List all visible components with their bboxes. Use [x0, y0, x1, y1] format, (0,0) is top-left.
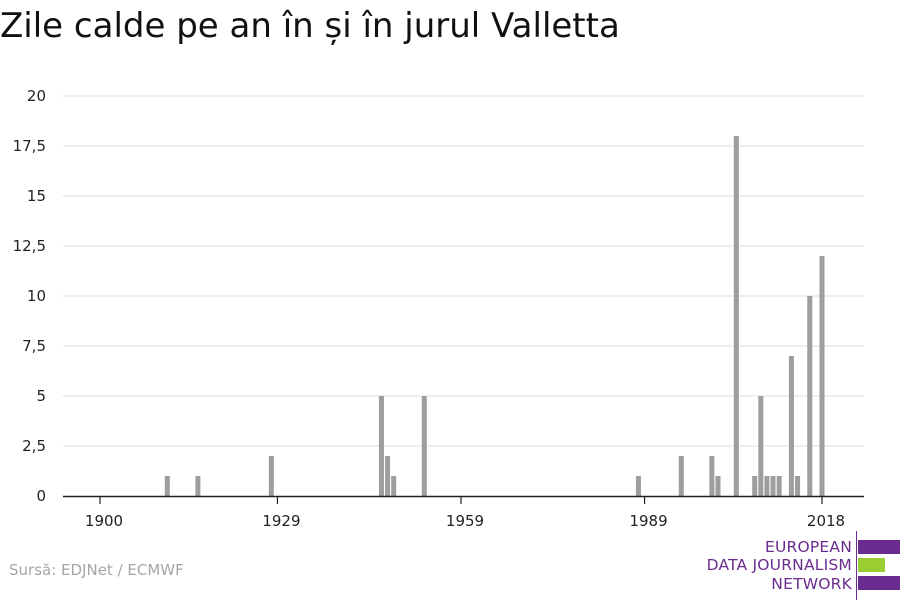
bars [164, 136, 825, 496]
logo-line-data-journalism: DATA JOURNALISM [706, 556, 852, 574]
y-tick-label: 15 [27, 187, 46, 205]
y-tick-label: 2,5 [22, 437, 46, 455]
x-tick-label: 1989 [629, 512, 667, 530]
y-tick-label: 10 [27, 287, 46, 305]
bar [385, 456, 391, 496]
y-tick-label: 20 [27, 87, 46, 105]
y-tick-label: 5 [36, 387, 46, 405]
bar [807, 296, 813, 496]
logo-bar-purple-top [858, 540, 900, 554]
tick-labels: 0 2,5 5 7,5 10 12,5 15 17,5 20 1900 1929 1959 1989 20… [13, 87, 846, 530]
logo-bar-green [858, 558, 885, 572]
bar [733, 136, 739, 496]
bar [795, 476, 801, 496]
logo-bar-purple-bottom [858, 576, 900, 590]
x-tick-label: 1929 [262, 512, 300, 530]
chart-title: Zile calde pe an în și în jurul Valletta [0, 6, 620, 46]
bar [709, 456, 715, 496]
x-tick-label: 1959 [446, 512, 484, 530]
gridlines [63, 95, 864, 447]
bar [819, 256, 825, 496]
edjnet-logo: EUROPEAN DATA JOURNALISM NETWORK [700, 531, 900, 600]
bar [715, 476, 721, 496]
x-axis [63, 495, 864, 504]
bar [678, 456, 684, 496]
y-tick-label: 17,5 [13, 137, 46, 155]
bar [776, 476, 782, 496]
bar [770, 476, 776, 496]
logo-line-network: NETWORK [771, 575, 852, 593]
bar [195, 476, 201, 496]
x-tick-label: 2018 [807, 512, 845, 530]
bar [421, 396, 427, 496]
bar [391, 476, 397, 496]
y-tick-label: 7,5 [22, 337, 46, 355]
logo-line-european: EUROPEAN [764, 538, 852, 556]
bar [635, 476, 641, 496]
y-tick-label: 12,5 [13, 237, 46, 255]
bar [378, 396, 384, 496]
bar [752, 476, 758, 496]
bar [758, 396, 764, 496]
bar [164, 476, 170, 496]
x-tick-label: 1900 [85, 512, 123, 530]
bar [764, 476, 770, 496]
bar [788, 356, 794, 496]
source-note: Sursă: EDJNet / ECMWF [9, 561, 184, 579]
logo-divider [856, 531, 857, 600]
y-tick-label: 0 [36, 487, 46, 505]
bar [268, 456, 274, 496]
